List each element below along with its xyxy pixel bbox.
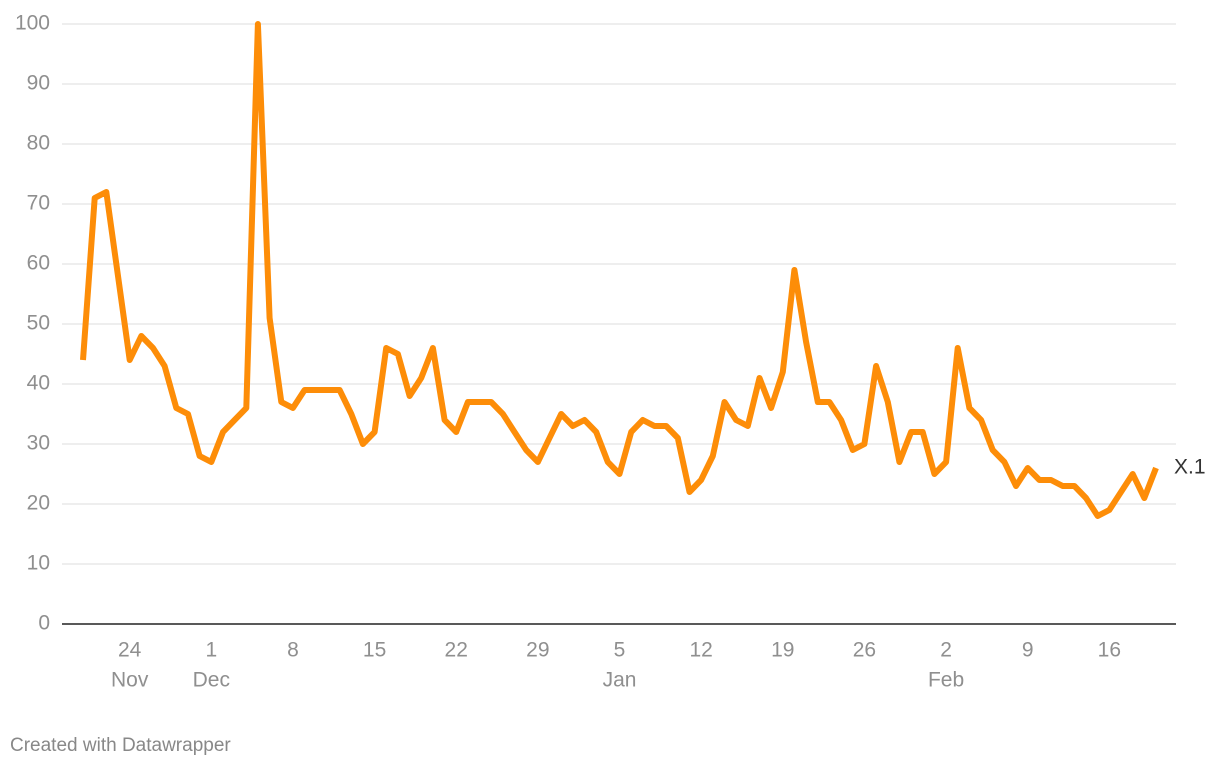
y-tick-label: 50 <box>27 312 50 335</box>
x-tick-label: 24 <box>118 639 142 662</box>
y-tick-label: 60 <box>27 252 50 275</box>
y-tick-label: 100 <box>15 12 50 35</box>
x-tick-label: 2 <box>940 639 952 662</box>
y-tick-label: 90 <box>27 72 50 95</box>
y-tick-label: 30 <box>27 432 50 455</box>
y-tick-label: 80 <box>27 132 50 155</box>
line <box>80 21 1159 519</box>
y-tick-label: 20 <box>27 492 50 515</box>
footer: Created with Datawrapper <box>10 735 231 756</box>
y-tick-label: 40 <box>27 372 50 395</box>
x-tick-label: 16 <box>1098 639 1121 662</box>
x-tick-label: 5 <box>614 639 626 662</box>
month-label: Jan <box>603 669 637 692</box>
month-label: Dec <box>193 669 230 692</box>
x-tick-label: 19 <box>771 639 794 662</box>
y-tick-label: 0 <box>38 612 50 635</box>
month-label: Feb <box>928 669 964 692</box>
x-tick-label: 9 <box>1022 639 1034 662</box>
x-tick-label: 29 <box>526 639 549 662</box>
series-label: X.1 <box>1174 456 1206 479</box>
x-tick-label: 22 <box>445 639 468 662</box>
x-tick-label: 15 <box>363 639 386 662</box>
y-tick-label: 70 <box>27 192 50 215</box>
x-tick-label: 26 <box>853 639 876 662</box>
y-tick-label: 10 <box>27 552 50 575</box>
x-tick-label: 12 <box>689 639 712 662</box>
x-tick-label: 8 <box>287 639 299 662</box>
x-tick-label: 1 <box>205 639 217 662</box>
month-label: Nov <box>111 669 149 692</box>
